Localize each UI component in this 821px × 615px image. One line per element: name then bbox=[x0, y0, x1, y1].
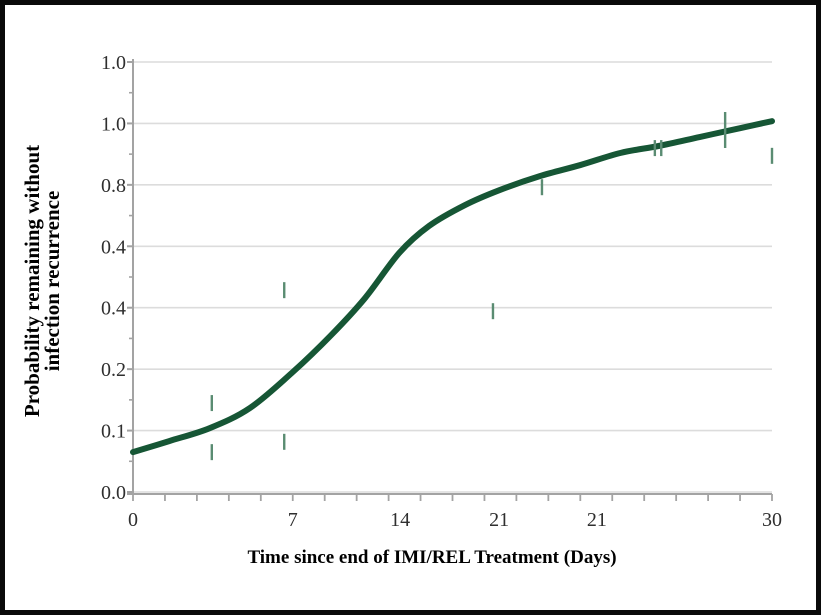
y-tick-label: 0.4 bbox=[101, 298, 126, 320]
y-tick-label: 0.4 bbox=[101, 236, 126, 258]
x-tick-label: 0 bbox=[128, 509, 138, 531]
y-tick-label: 0.8 bbox=[101, 175, 126, 197]
y-tick-label: 0.0 bbox=[101, 482, 126, 504]
x-tick-labels: 0 7 14 21 21 30 bbox=[128, 509, 782, 531]
y-axis-title-line1: Probability remaining without bbox=[20, 145, 44, 417]
y-tick-label: 1.0 bbox=[101, 52, 126, 74]
x-axis bbox=[127, 493, 773, 501]
x-axis-title: Time since end of IMI/REL Treatment (Day… bbox=[247, 547, 616, 568]
y-axis bbox=[127, 59, 134, 494]
gridlines bbox=[133, 61, 772, 493]
censor-marks bbox=[210, 112, 774, 461]
x-tick-label: 30 bbox=[762, 509, 782, 531]
y-axis-title-line2: infection recurrence bbox=[40, 191, 64, 372]
chart-svg: 1.0 1.0 0.8 0.4 0.4 0.2 0.1 0.0 0 7 14 21 21 30 Time… bbox=[20, 52, 782, 568]
x-tick-label: 14 bbox=[390, 509, 410, 531]
x-tick-label: 21 bbox=[489, 509, 509, 531]
x-tick-label: 7 bbox=[288, 509, 298, 531]
y-tick-labels: 1.0 1.0 0.8 0.4 0.4 0.2 0.1 0.0 bbox=[101, 52, 126, 504]
x-tick-label: 21 bbox=[587, 509, 607, 531]
y-tick-label: 1.0 bbox=[101, 113, 126, 135]
survival-curve bbox=[130, 118, 775, 456]
y-tick-label: 0.1 bbox=[101, 421, 126, 443]
y-tick-label: 0.2 bbox=[101, 359, 126, 381]
